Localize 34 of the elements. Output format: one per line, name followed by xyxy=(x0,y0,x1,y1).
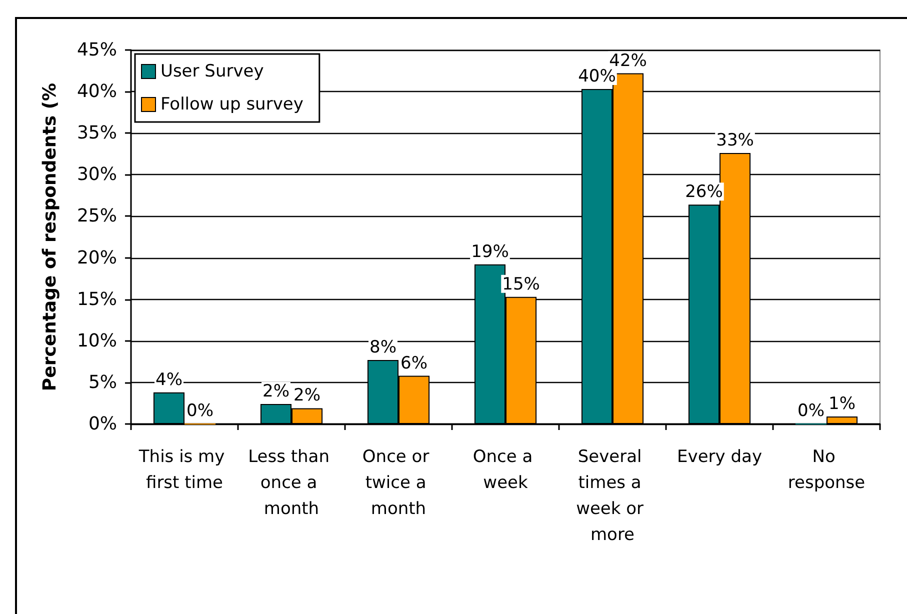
data-label: 19% xyxy=(471,242,509,262)
data-label: 15% xyxy=(502,274,540,294)
data-label: 0% xyxy=(186,401,214,421)
y-tick-label: 40% xyxy=(76,81,117,102)
legend-label: Follow up survey xyxy=(160,94,304,114)
data-label: 0% xyxy=(797,401,824,421)
y-tick-label: 35% xyxy=(76,122,117,144)
y-tick-label: 5% xyxy=(88,372,117,393)
y-tick-label: 30% xyxy=(76,164,117,186)
data-label: 2% xyxy=(294,386,321,406)
y-tick-label: 25% xyxy=(76,206,117,227)
y-axis-title: Percentage of respondents (% xyxy=(40,82,60,392)
legend-label: User Survey xyxy=(160,62,264,82)
data-label: 4% xyxy=(155,370,182,390)
y-tick-label: 20% xyxy=(76,247,117,268)
y-tick-label: 0% xyxy=(88,414,117,434)
data-label: 33% xyxy=(716,130,754,151)
y-tick-label: 10% xyxy=(76,330,117,352)
x-tick-label: Every day xyxy=(677,447,762,467)
y-tick-label: 15% xyxy=(76,288,117,310)
x-tick-label: This is my first time xyxy=(138,447,230,493)
x-tick-label: Less than once a month xyxy=(248,447,335,519)
data-label: 26% xyxy=(685,182,723,202)
y-tick-label: 45% xyxy=(76,40,117,60)
data-label: 8% xyxy=(369,338,396,358)
data-label: 42% xyxy=(609,50,647,71)
x-tick-label: Once a week xyxy=(472,447,538,493)
data-label: 6% xyxy=(400,353,428,374)
data-label: 1% xyxy=(828,394,856,414)
x-tick-label: Once or twice a month xyxy=(362,447,435,519)
data-label: 40% xyxy=(578,66,616,87)
x-tick-label: Several times a week or more xyxy=(576,447,649,545)
data-label: 2% xyxy=(262,382,290,402)
x-tick-label: No response xyxy=(788,447,866,493)
